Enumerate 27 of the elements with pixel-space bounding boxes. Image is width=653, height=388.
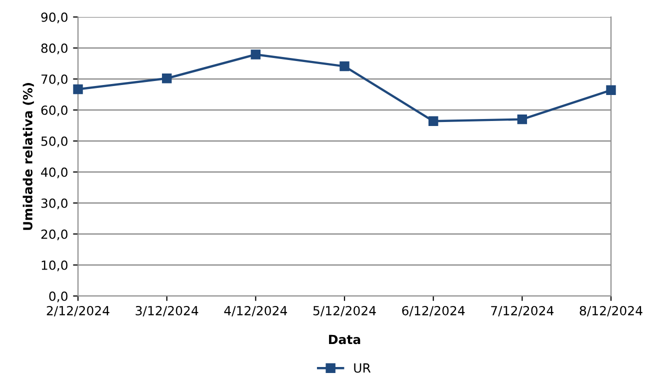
y-tick-label: 60,0	[41, 105, 68, 116]
y-tick-label: 40,0	[41, 167, 68, 178]
x-tick-label: 6/12/2024	[402, 306, 465, 316]
legend-label: UR	[354, 363, 371, 373]
y-tick-label: 70,0	[41, 74, 68, 86]
point	[162, 74, 172, 84]
y-tick-label: 10,0	[42, 260, 68, 272]
point	[606, 85, 616, 96]
point	[250, 50, 261, 60]
point	[428, 116, 438, 126]
x-axis-title: Data	[329, 334, 360, 344]
y-tick-label: 80,0	[41, 43, 68, 54]
x-tick-label: 5/12/2024	[313, 306, 376, 316]
y-tick-label: 90,0	[41, 12, 68, 24]
point	[73, 84, 83, 94]
x-tick-label: 7/12/2024	[491, 306, 554, 316]
point	[340, 61, 350, 72]
y-tick-label: 0,0	[49, 291, 68, 302]
y-axis-title: Umidade relativa (%)	[22, 83, 34, 230]
y-tick-label: 30,0	[41, 198, 68, 210]
x-tick-label: 2/12/2024	[46, 306, 110, 316]
x-tick-label: 8/12/2024	[580, 306, 642, 316]
point	[517, 114, 528, 124]
y-tick-label: 50,0	[41, 136, 68, 148]
x-tick-label: 3/12/2024	[136, 306, 198, 316]
x-tick-label: 4/12/2024	[224, 306, 288, 316]
y-tick-label: 20,0	[41, 229, 68, 240]
